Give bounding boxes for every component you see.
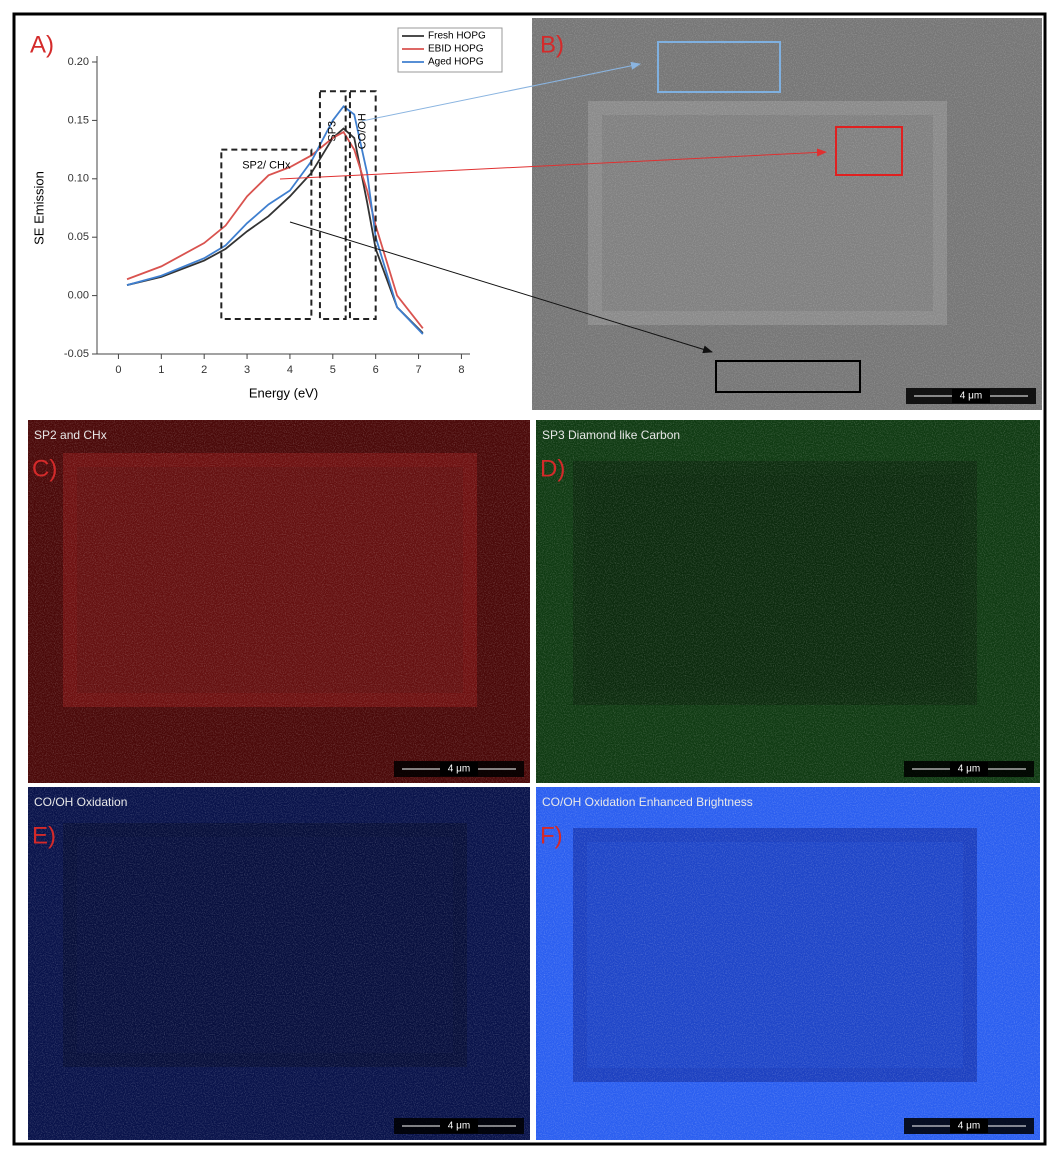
panel-label: C) bbox=[32, 455, 57, 482]
scale-bar-label: 4 μm bbox=[958, 764, 980, 775]
arrow bbox=[289, 221, 713, 354]
image-noise bbox=[532, 18, 1042, 410]
y-axis-label: SE Emission bbox=[31, 171, 46, 245]
y-tick-label: 0.20 bbox=[68, 56, 89, 68]
x-axis-label: Energy (eV) bbox=[249, 385, 318, 400]
scale-bar-label: 4 μm bbox=[958, 1121, 980, 1132]
arrow bbox=[361, 61, 641, 122]
roi bbox=[715, 360, 861, 393]
x-tick-label: 3 bbox=[244, 364, 250, 376]
scale-bar-label-bg bbox=[950, 762, 988, 776]
legend-label: Aged HOPG bbox=[428, 57, 484, 68]
arrow bbox=[279, 148, 827, 180]
x-tick-label: 0 bbox=[115, 364, 121, 376]
x-tick-label: 2 bbox=[201, 364, 207, 376]
image-noise bbox=[536, 420, 1040, 783]
scale-bar-label-bg bbox=[952, 389, 990, 403]
scale-bar-label: 4 μm bbox=[448, 1121, 470, 1132]
image-caption: SP2 and CHx bbox=[34, 428, 107, 442]
image-caption: SP3 Diamond like Carbon bbox=[542, 428, 680, 442]
region-box bbox=[220, 148, 313, 320]
panel-label: E) bbox=[32, 822, 56, 849]
image-caption: CO/OH Oxidation bbox=[34, 795, 127, 809]
image-noise bbox=[536, 787, 1040, 1140]
y-tick-label: 0.00 bbox=[68, 290, 89, 302]
panel-label: D) bbox=[540, 455, 565, 482]
region-box bbox=[348, 90, 377, 320]
image-noise bbox=[28, 420, 530, 783]
y-tick-label: 0.10 bbox=[68, 173, 89, 185]
x-tick-label: 5 bbox=[330, 364, 336, 376]
y-tick-label: 0.05 bbox=[68, 231, 89, 243]
scale-bar-label: 4 μm bbox=[960, 391, 982, 402]
roi bbox=[657, 41, 781, 93]
scale-bar-label-bg bbox=[440, 1119, 478, 1133]
legend-label: Fresh HOPG bbox=[428, 31, 486, 42]
y-tick-label: -0.05 bbox=[64, 348, 89, 360]
y-tick-label: 0.15 bbox=[68, 114, 89, 126]
x-tick-label: 6 bbox=[373, 364, 379, 376]
x-tick-label: 8 bbox=[458, 364, 464, 376]
panel-label: F) bbox=[540, 822, 563, 849]
panel-label: B) bbox=[540, 31, 564, 58]
image-noise bbox=[28, 787, 530, 1140]
legend-label: EBID HOPG bbox=[428, 44, 484, 55]
x-tick-label: 4 bbox=[287, 364, 293, 376]
scale-bar-label-bg bbox=[440, 762, 478, 776]
scale-bar-label-bg bbox=[950, 1119, 988, 1133]
scale-bar-label: 4 μm bbox=[448, 764, 470, 775]
panel-label: A) bbox=[30, 31, 54, 58]
roi bbox=[835, 126, 903, 176]
image-caption: CO/OH Oxidation Enhanced Brightness bbox=[542, 795, 753, 809]
region-box bbox=[318, 90, 347, 320]
region-label: SP2/ CHx bbox=[242, 160, 291, 172]
region-label: SP3 bbox=[327, 121, 339, 142]
x-tick-label: 1 bbox=[158, 364, 164, 376]
x-tick-label: 7 bbox=[415, 364, 421, 376]
region-label: CO/OH bbox=[357, 113, 369, 149]
